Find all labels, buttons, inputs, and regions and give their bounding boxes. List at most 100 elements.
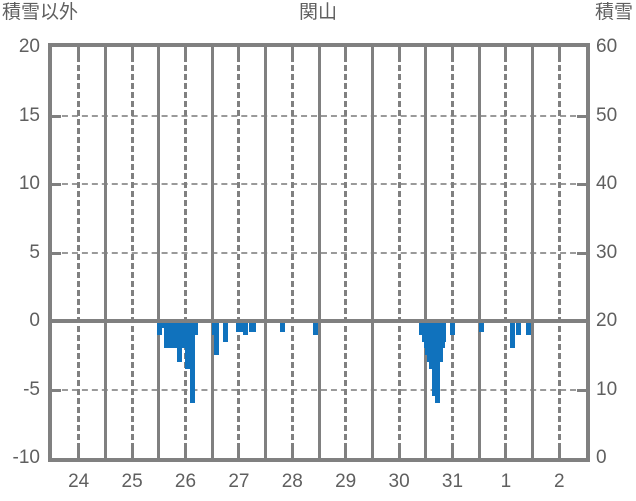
zero-baseline: [52, 319, 586, 323]
bar: [441, 321, 447, 342]
axis-tick: [210, 47, 214, 56]
bar: [173, 321, 179, 349]
axis-tick: [477, 449, 481, 458]
x-tick-label: 2: [554, 471, 565, 492]
axis-tick: [344, 449, 348, 458]
bar: [184, 321, 190, 369]
gridline-day: [103, 47, 107, 458]
plot-inner: [52, 47, 586, 458]
axis-tick: [557, 47, 561, 56]
axis-tick: [264, 47, 268, 56]
axis-tick: [531, 47, 535, 56]
right-tick-label: 40: [596, 173, 618, 194]
axis-tick: [317, 47, 321, 56]
gridline-day: [264, 47, 268, 458]
gridline-halfday: [397, 47, 401, 458]
gridline-day: [531, 47, 535, 458]
axis-tick: [577, 251, 586, 255]
gridline-halfday: [290, 47, 294, 458]
bar: [189, 321, 195, 404]
bar: [222, 321, 228, 342]
axis-tick: [317, 449, 321, 458]
axis-tick: [344, 47, 348, 56]
x-tick-label: 26: [174, 471, 197, 492]
axis-tick: [370, 47, 374, 56]
axis-tick: [130, 47, 134, 56]
left-tick-label: -10: [12, 447, 40, 468]
bar: [280, 321, 286, 332]
axis-tick: [103, 47, 107, 56]
axis-tick: [577, 114, 586, 118]
axis-tick: [52, 320, 61, 323]
gridline-halfday: [504, 47, 508, 458]
gridline-halfday: [77, 47, 81, 458]
axis-tick: [77, 449, 81, 458]
axis-tick: [290, 47, 294, 56]
axis-tick: [577, 320, 586, 323]
bar: [516, 321, 522, 335]
bar: [250, 321, 256, 332]
axis-tick: [504, 47, 508, 56]
x-tick-label: 30: [388, 471, 410, 492]
axis-tick: [424, 449, 428, 458]
bar: [157, 321, 163, 335]
axis-tick: [504, 449, 508, 458]
right-tick-label: 10: [596, 378, 618, 400]
left-tick-label: 5: [29, 241, 40, 263]
right-axis-title: 積雪: [594, 2, 633, 23]
x-tick-label: 1: [500, 471, 512, 492]
axis-tick: [264, 449, 268, 458]
right-tick-label: 30: [596, 241, 618, 263]
axis-tick: [210, 449, 214, 458]
gridline-day: [210, 47, 214, 458]
bar: [525, 321, 531, 335]
gridline-halfday: [451, 47, 454, 458]
axis-tick: [477, 47, 481, 56]
gridline-day: [157, 47, 161, 458]
x-tick-label: 28: [281, 471, 303, 492]
plot-area: [48, 43, 590, 462]
gridline-halfday: [237, 47, 241, 458]
bar: [166, 321, 172, 349]
gridline-day: [317, 47, 321, 458]
right-tick-label: 60: [596, 36, 618, 57]
axis-tick: [52, 114, 61, 118]
axis-tick: [451, 47, 454, 56]
bar: [509, 321, 515, 349]
x-tick-label: 25: [121, 471, 143, 492]
axis-tick: [52, 388, 61, 392]
x-tick-label: 24: [68, 471, 90, 492]
x-tick-label: 31: [441, 471, 464, 492]
bar: [181, 321, 187, 349]
bar: [193, 321, 199, 335]
axis-tick: [77, 47, 81, 56]
axis-tick: [184, 47, 187, 56]
right-tick-label: 20: [596, 310, 618, 331]
axis-tick: [157, 449, 161, 458]
bar: [313, 321, 319, 335]
x-tick-label: 27: [228, 471, 250, 492]
axis-tick: [424, 47, 428, 56]
axis-tick: [103, 449, 107, 458]
left-axis-title: 積雪以外: [2, 2, 79, 23]
bar: [213, 321, 219, 356]
gridline-day: [424, 47, 428, 458]
axis-tick: [52, 183, 61, 186]
gridline-day: [477, 47, 481, 458]
bar-series: [52, 47, 586, 458]
axis-tick: [397, 449, 401, 458]
bar: [238, 321, 243, 332]
axis-tick: [370, 449, 374, 458]
gridline-halfday: [344, 47, 348, 458]
right-tick-label: 0: [596, 447, 607, 468]
axis-tick: [577, 388, 586, 392]
right-tick-label: 50: [596, 104, 618, 126]
left-tick-label: 10: [18, 173, 40, 194]
axis-tick: [130, 449, 134, 458]
bar: [435, 321, 441, 404]
gridline-halfday: [130, 47, 134, 458]
left-tick-label: 20: [18, 36, 40, 57]
gridline-halfday: [184, 47, 187, 458]
x-tick-label: 29: [335, 471, 357, 492]
axis-tick: [451, 449, 454, 458]
